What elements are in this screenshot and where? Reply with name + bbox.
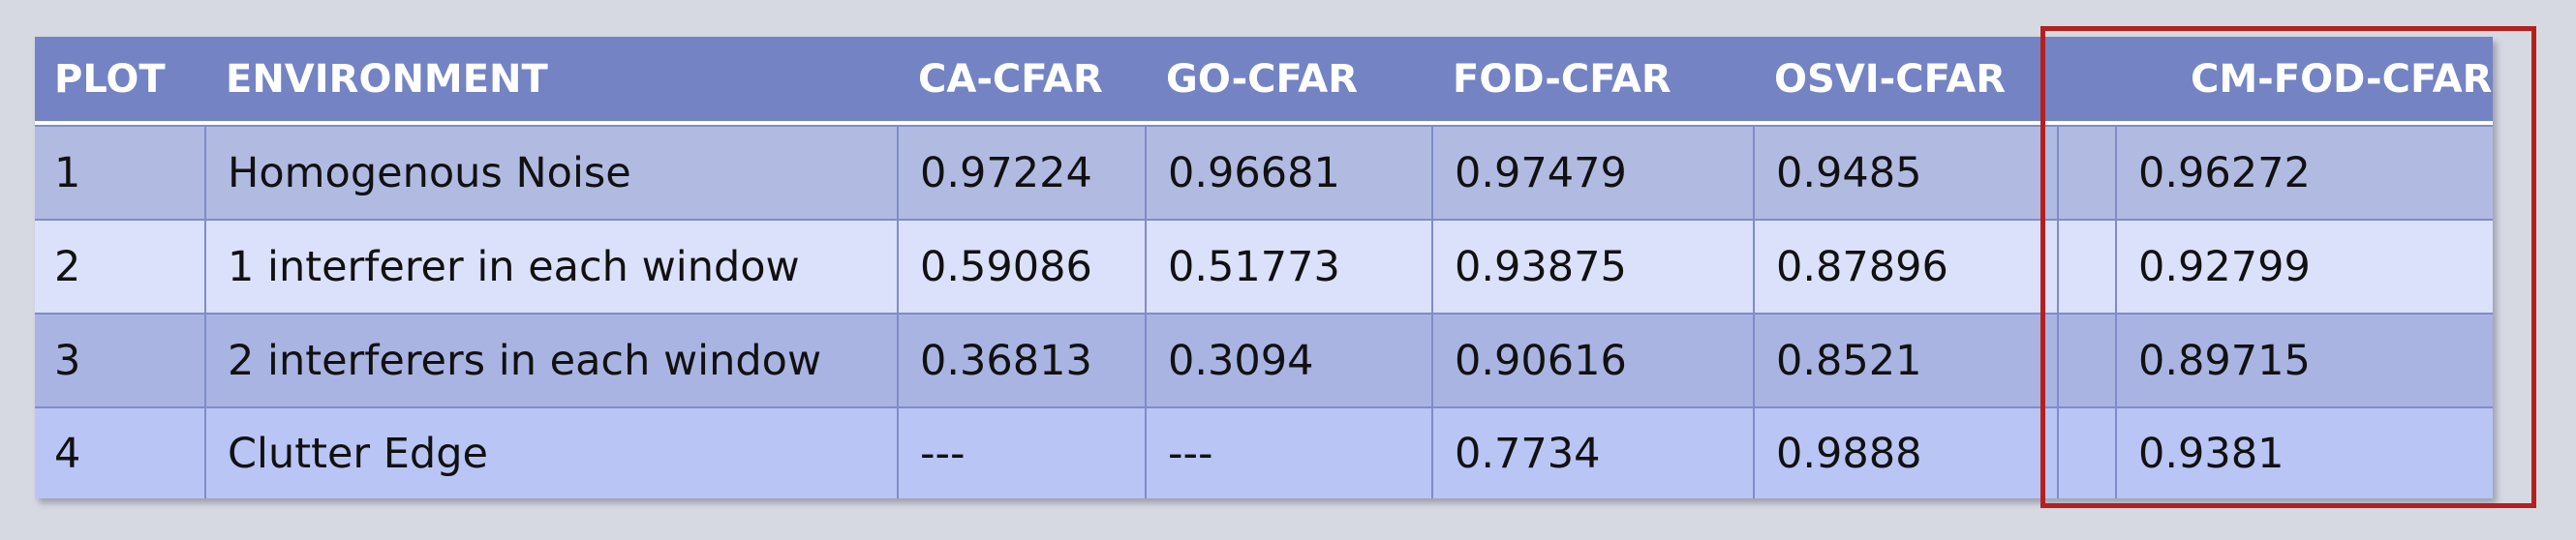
cell-cm-fod-cfar: 0.92799 [2115, 221, 2493, 313]
cell-cm-fod-cfar: 0.89715 [2115, 315, 2493, 406]
cell-ca-cfar: --- [897, 408, 1145, 498]
cell-ca-cfar: 0.97224 [897, 127, 1145, 219]
cell-spacer [2057, 127, 2115, 219]
cell-osvi-cfar: 0.9485 [1753, 127, 2057, 219]
cell-cm-fod-cfar: 0.96272 [2115, 127, 2493, 219]
cell-osvi-cfar: 0.9888 [1753, 408, 2057, 498]
cell-fod-cfar: 0.7734 [1431, 408, 1753, 498]
cell-environment: 1 interferer in each window [204, 221, 897, 313]
table-row: 2 1 interferer in each window 0.59086 0.… [35, 219, 2493, 313]
header-environment: ENVIRONMENT [226, 56, 548, 102]
cell-plot: 2 [54, 242, 81, 291]
cell-spacer [2057, 221, 2115, 313]
header-osvi-cfar: OSVI-CFAR [1774, 56, 2007, 102]
cell-spacer [2057, 315, 2115, 406]
cell-ca-cfar: 0.59086 [897, 221, 1145, 313]
cell-cm-fod-cfar: 0.9381 [2115, 408, 2493, 498]
cell-osvi-cfar: 0.87896 [1753, 221, 2057, 313]
header-plot: PLOT [54, 56, 166, 102]
table-row: 4 Clutter Edge --- --- 0.7734 0.9888 0.9… [35, 406, 2493, 498]
cell-go-cfar: 0.51773 [1145, 221, 1431, 313]
cell-fod-cfar: 0.90616 [1431, 315, 1753, 406]
table-header-row: PLOT ENVIRONMENT CA-CFAR GO-CFAR FOD-CFA… [35, 37, 2493, 125]
cell-go-cfar: 0.96681 [1145, 127, 1431, 219]
header-go-cfar: GO-CFAR [1166, 56, 1359, 102]
cell-plot: 1 [54, 148, 81, 197]
cell-environment: Homogenous Noise [204, 127, 897, 219]
header-fod-cfar: FOD-CFAR [1453, 56, 1671, 102]
cell-go-cfar: --- [1145, 408, 1431, 498]
cell-go-cfar: 0.3094 [1145, 315, 1431, 406]
cell-ca-cfar: 0.36813 [897, 315, 1145, 406]
cell-osvi-cfar: 0.8521 [1753, 315, 2057, 406]
cell-environment: 2 interferers in each window [204, 315, 897, 406]
cell-fod-cfar: 0.93875 [1431, 221, 1753, 313]
header-ca-cfar: CA-CFAR [918, 56, 1103, 102]
header-cm-fod-cfar: CM-FOD-CFAR [2191, 56, 2493, 102]
table-row: 1 Homogenous Noise 0.97224 0.96681 0.974… [35, 125, 2493, 219]
cell-plot: 4 [54, 429, 81, 478]
cell-plot: 3 [54, 336, 81, 385]
cell-spacer [2057, 408, 2115, 498]
cell-environment: Clutter Edge [204, 408, 897, 498]
highlight-box [2040, 26, 2536, 508]
table-row: 3 2 interferers in each window 0.36813 0… [35, 313, 2493, 406]
cell-fod-cfar: 0.97479 [1431, 127, 1753, 219]
results-table: PLOT ENVIRONMENT CA-CFAR GO-CFAR FOD-CFA… [35, 37, 2493, 498]
